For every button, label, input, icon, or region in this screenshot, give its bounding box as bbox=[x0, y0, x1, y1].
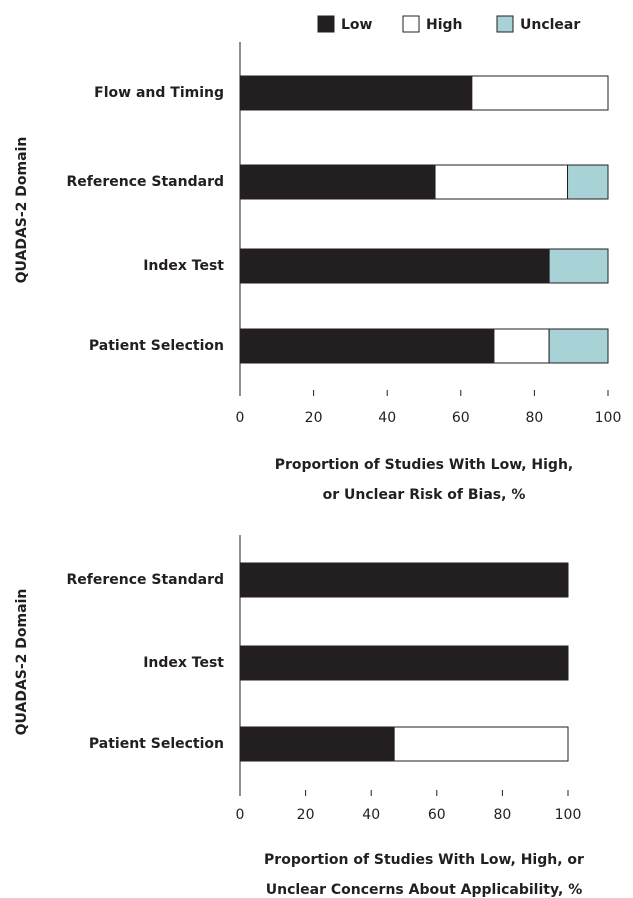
bar-segment bbox=[239, 248, 550, 284]
bar-segment bbox=[493, 328, 550, 364]
bar-segment bbox=[548, 328, 609, 364]
x-tick-label: 0 bbox=[236, 807, 245, 823]
x-tick-label: 20 bbox=[297, 807, 315, 823]
bar-segment bbox=[434, 164, 569, 200]
legend-label: Unclear bbox=[520, 17, 580, 33]
category-label: Index Test bbox=[143, 655, 224, 671]
x-tick-label: 80 bbox=[525, 410, 543, 426]
x-axis-label: Unclear Concerns About Applicability, % bbox=[266, 882, 582, 898]
x-axis-label: or Unclear Risk of Bias, % bbox=[323, 487, 526, 503]
category-label: Index Test bbox=[143, 258, 224, 274]
x-axis-label: Proportion of Studies With Low, High, or bbox=[264, 852, 584, 868]
bar-segment bbox=[239, 645, 569, 681]
bar-segment bbox=[393, 726, 569, 762]
x-tick-label: 100 bbox=[595, 410, 622, 426]
legend-swatch bbox=[402, 15, 420, 33]
bar-segment bbox=[239, 75, 473, 111]
bar-segment bbox=[471, 75, 609, 111]
bar-segment bbox=[239, 726, 395, 762]
category-label: Flow and Timing bbox=[94, 85, 224, 101]
y-axis-label: QUADAS-2 Domain bbox=[14, 589, 30, 736]
x-tick-label: 40 bbox=[378, 410, 396, 426]
x-tick-label: 40 bbox=[362, 807, 380, 823]
bar-segment bbox=[239, 164, 436, 200]
legend-swatch bbox=[496, 15, 514, 33]
x-tick-label: 20 bbox=[305, 410, 323, 426]
category-label: Reference Standard bbox=[67, 572, 224, 588]
y-axis-label: QUADAS-2 Domain bbox=[14, 137, 30, 284]
x-tick-label: 60 bbox=[428, 807, 446, 823]
bar-segment bbox=[567, 164, 609, 200]
x-tick-label: 80 bbox=[493, 807, 511, 823]
category-label: Patient Selection bbox=[89, 736, 224, 752]
legend-label: Low bbox=[341, 17, 373, 33]
bar-segment bbox=[239, 562, 569, 598]
x-tick-label: 100 bbox=[555, 807, 582, 823]
x-tick-label: 0 bbox=[236, 410, 245, 426]
x-axis-label: Proportion of Studies With Low, High, bbox=[275, 457, 574, 473]
bar-segment bbox=[548, 248, 609, 284]
x-tick-label: 60 bbox=[452, 410, 470, 426]
legend-swatch bbox=[317, 15, 335, 33]
category-label: Patient Selection bbox=[89, 338, 224, 354]
legend-label: High bbox=[426, 17, 463, 33]
bar-segment bbox=[239, 328, 495, 364]
category-label: Reference Standard bbox=[67, 174, 224, 190]
